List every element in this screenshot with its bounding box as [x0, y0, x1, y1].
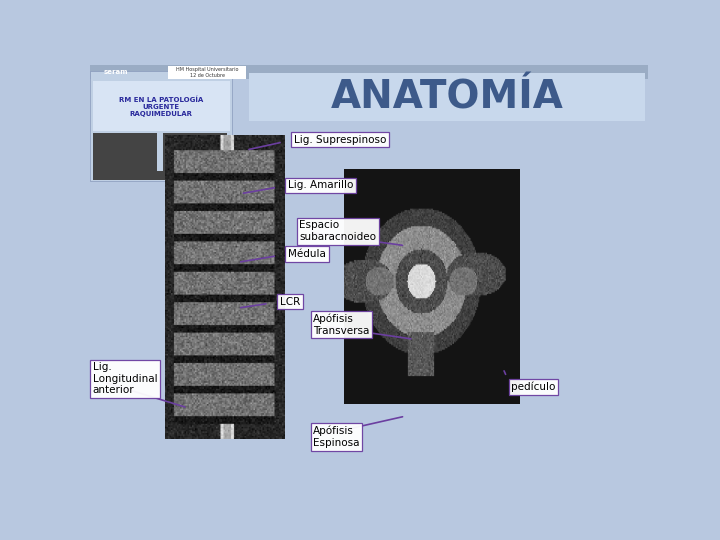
Text: Lig.
Longitudinal
anterior: Lig. Longitudinal anterior [93, 362, 158, 395]
FancyBboxPatch shape [249, 73, 645, 121]
FancyBboxPatch shape [168, 66, 246, 79]
FancyBboxPatch shape [90, 65, 648, 79]
FancyBboxPatch shape [163, 133, 227, 171]
Text: Apófisis
Espinosa: Apófisis Espinosa [313, 426, 360, 448]
Text: Lig. Suprespinoso: Lig. Suprespinoso [294, 134, 386, 145]
FancyBboxPatch shape [93, 133, 157, 171]
Text: pedículo: pedículo [511, 382, 556, 392]
Text: Apófisis
Transversa: Apófisis Transversa [313, 314, 369, 336]
FancyBboxPatch shape [90, 71, 233, 181]
Text: ANATOMÍA: ANATOMÍA [330, 78, 564, 116]
Text: RM EN LA PATOLOGÍA
URGENTE
RAQUIMEDULAR: RM EN LA PATOLOGÍA URGENTE RAQUIMEDULAR [119, 96, 203, 117]
Text: Lig. Amarillo: Lig. Amarillo [288, 180, 354, 191]
Text: HM Hospital Universitario
12 de Octubre: HM Hospital Universitario 12 de Octubre [176, 67, 238, 78]
FancyBboxPatch shape [93, 171, 230, 180]
Text: Médula: Médula [288, 249, 326, 259]
Text: LCR: LCR [280, 297, 300, 307]
Text: seram: seram [104, 69, 128, 75]
FancyBboxPatch shape [93, 82, 230, 131]
Text: Espacio
subaracnoideo: Espacio subaracnoideo [300, 220, 377, 242]
